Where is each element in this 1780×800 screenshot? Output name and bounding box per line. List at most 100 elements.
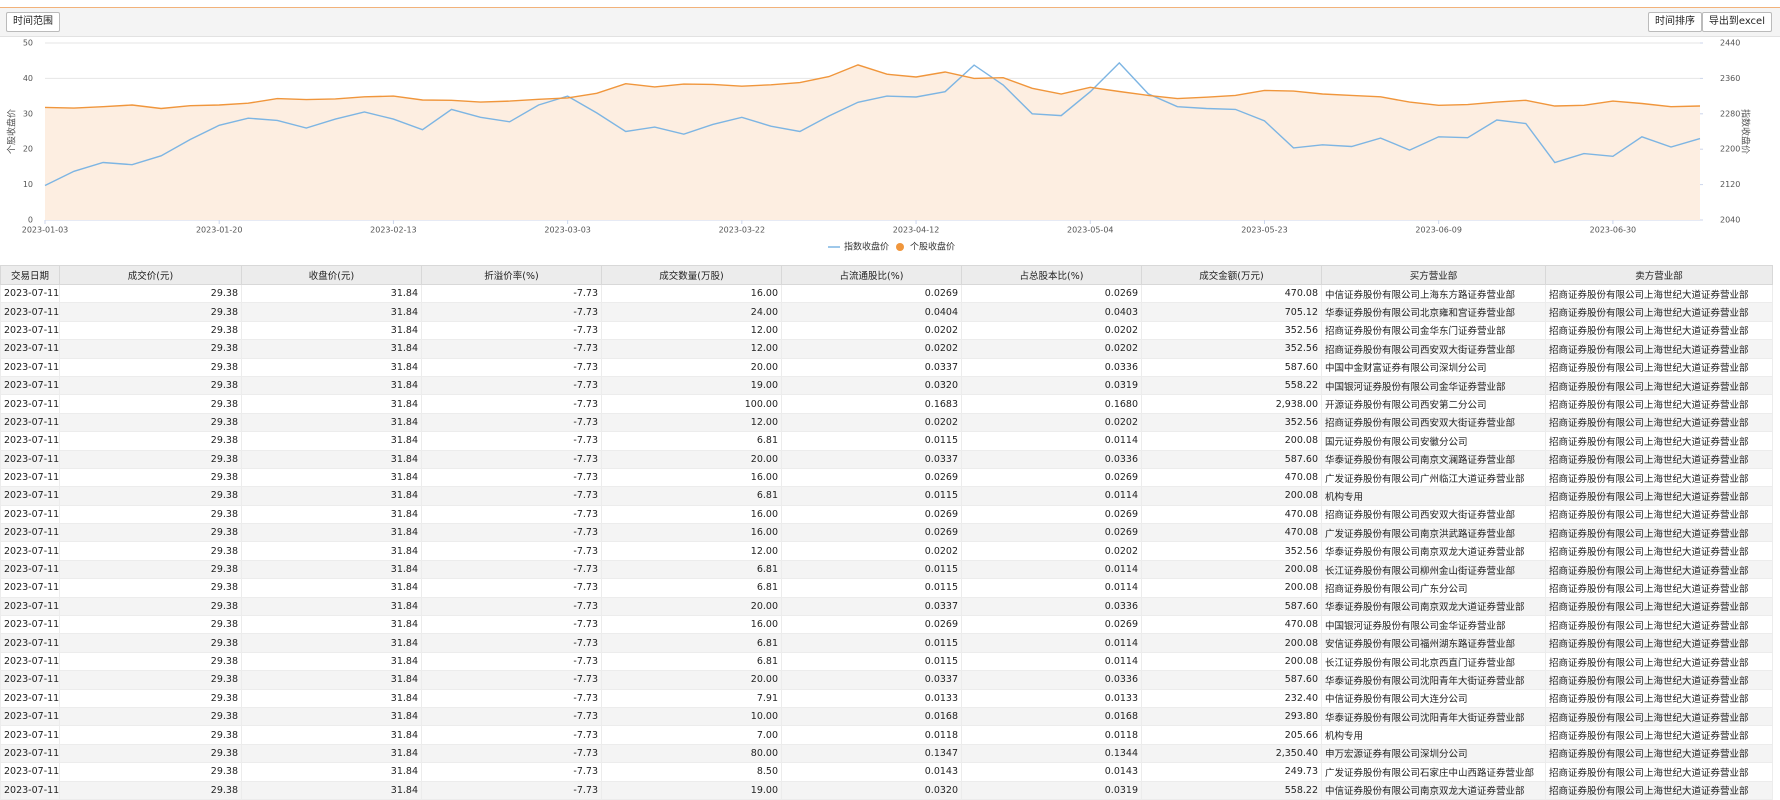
- table-row: 2023-07-11 29.38 31.84 -7.73 6.81 0.0115 0.011…: [0, 651, 1773, 672]
- column-header[interactable]: 成交数量(万股): [601, 265, 782, 285]
- table-cell: -7.73: [421, 412, 602, 433]
- table-cell: 招商证券股份有限公司西安双大街证券营业部: [1321, 339, 1546, 359]
- table-cell: 招商证券股份有限公司上海世纪大道证券营业部: [1545, 578, 1773, 598]
- table-cell: 2023-07-11: [0, 523, 60, 543]
- table-cell: 机构专用: [1321, 486, 1546, 506]
- table-cell: -7.73: [421, 467, 602, 488]
- table-cell: 0.0202: [961, 541, 1142, 561]
- table-cell: 587.60: [1141, 449, 1322, 469]
- table-cell: 招商证券股份有限公司上海世纪大道证券营业部: [1545, 467, 1773, 488]
- legend-text: 个股收盘价: [910, 241, 955, 253]
- table-cell: 20.00: [601, 596, 782, 617]
- table-cell: 0.0133: [781, 688, 962, 708]
- column-header[interactable]: 成交价(元): [59, 265, 242, 285]
- table-cell: 2023-07-11: [0, 449, 60, 469]
- column-header[interactable]: 收盘价(元): [241, 265, 422, 285]
- table-cell: 31.84: [241, 412, 422, 433]
- table-cell: 29.38: [59, 339, 242, 359]
- table-cell: 29.38: [59, 541, 242, 561]
- table-cell: 31.84: [241, 559, 422, 580]
- sort-button[interactable]: 时间排序: [1648, 12, 1702, 32]
- table-row: 2023-07-11 29.38 31.84 -7.73 6.81 0.0115 0.011…: [0, 559, 1773, 580]
- table-cell: 29.38: [59, 504, 242, 525]
- table-cell: 6.81: [601, 651, 782, 672]
- table-cell: 31.84: [241, 633, 422, 653]
- table-cell: 587.60: [1141, 670, 1322, 690]
- table-cell: 31.84: [241, 394, 422, 414]
- column-header[interactable]: 买方营业部: [1321, 265, 1546, 285]
- x-tick-label: 2023-01-03: [22, 226, 69, 235]
- table-cell: 470.08: [1141, 283, 1322, 304]
- table-cell: 2,938.00: [1141, 394, 1322, 414]
- table-cell: 2023-07-11: [0, 375, 60, 396]
- table-cell: 470.08: [1141, 615, 1322, 635]
- y2-tick-label: 2360: [1720, 74, 1740, 83]
- table-cell: 招商证券股份有限公司上海世纪大道证券营业部: [1545, 541, 1773, 561]
- table-cell: 6.81: [601, 633, 782, 653]
- table-cell: 0.1680: [961, 394, 1142, 414]
- table-row: 2023-07-11 29.38 31.84 -7.73 20.00 0.0337 0.03…: [0, 449, 1773, 469]
- table-cell: 0.0115: [781, 651, 962, 672]
- table-row: 2023-07-11 29.38 31.84 -7.73 16.00 0.0269 0.02…: [0, 615, 1773, 635]
- table-cell: 招商证券股份有限公司广东分公司: [1321, 578, 1546, 598]
- table-cell: 0.0337: [781, 670, 962, 690]
- table-cell: 31.84: [241, 431, 422, 451]
- table-cell: 招商证券股份有限公司上海世纪大道证券营业部: [1545, 523, 1773, 543]
- x-tick-label: 2023-03-22: [719, 226, 766, 235]
- table-cell: 352.56: [1141, 320, 1322, 341]
- table-cell: 2023-07-11: [0, 596, 60, 617]
- table-cell: 29.38: [59, 467, 242, 488]
- y-tick-label: 50: [23, 39, 33, 48]
- table-cell: 2023-07-11: [0, 357, 60, 377]
- table-cell: 31.84: [241, 780, 422, 800]
- table-cell: 招商证券股份有限公司上海世纪大道证券营业部: [1545, 780, 1773, 800]
- column-header[interactable]: 交易日期: [0, 265, 60, 285]
- table-cell: 广发证券股份有限公司广州临江大道证券营业部: [1321, 467, 1546, 488]
- table-cell: 招商证券股份有限公司上海世纪大道证券营业部: [1545, 357, 1773, 377]
- table-cell: 29.38: [59, 578, 242, 598]
- table-cell: 0.0143: [961, 762, 1142, 782]
- table-cell: 0.0202: [781, 339, 962, 359]
- table-cell: 31.84: [241, 670, 422, 690]
- table-cell: 招商证券股份有限公司上海世纪大道证券营业部: [1545, 743, 1773, 764]
- column-header[interactable]: 折溢价率(%): [421, 265, 602, 285]
- table-cell: 招商证券股份有限公司上海世纪大道证券营业部: [1545, 320, 1773, 341]
- table-cell: 0.0168: [781, 706, 962, 727]
- table-cell: 0.0269: [961, 504, 1142, 525]
- export-button[interactable]: 导出到excel: [1701, 12, 1772, 32]
- table-cell: 16.00: [601, 523, 782, 543]
- column-header[interactable]: 成交金额(万元): [1141, 265, 1322, 285]
- table-cell: 31.84: [241, 523, 422, 543]
- y2-tick-label: 2200: [1720, 145, 1740, 154]
- table-cell: 31.84: [241, 449, 422, 469]
- table-cell: 470.08: [1141, 504, 1322, 525]
- table-cell: 29.38: [59, 725, 242, 745]
- table-cell: 0.0337: [781, 596, 962, 617]
- table-cell: 华泰证券股份有限公司南京文澜路证券营业部: [1321, 449, 1546, 469]
- table-row: 2023-07-11 29.38 31.84 -7.73 10.00 0.0168 0.01…: [0, 706, 1773, 727]
- table-cell: 16.00: [601, 283, 782, 304]
- table-cell: 2023-07-11: [0, 541, 60, 561]
- series-area: [45, 64, 1700, 221]
- table-cell: 29.38: [59, 762, 242, 782]
- table-cell: 0.0319: [961, 780, 1142, 800]
- table-cell: 招商证券股份有限公司上海世纪大道证券营业部: [1545, 651, 1773, 672]
- table-row: 2023-07-11 29.38 31.84 -7.73 16.00 0.0269 0.02…: [0, 467, 1773, 488]
- table-cell: 29.38: [59, 357, 242, 377]
- area-layer: [45, 64, 1700, 221]
- column-header[interactable]: 占流通股比(%): [781, 265, 962, 285]
- table-cell: 2023-07-11: [0, 559, 60, 580]
- table-cell: 6.81: [601, 559, 782, 580]
- table-cell: 31.84: [241, 357, 422, 377]
- range-button[interactable]: 时间范围: [6, 12, 60, 32]
- table-cell: 招商证券股份有限公司上海世纪大道证券营业部: [1545, 633, 1773, 653]
- table-cell: 20.00: [601, 449, 782, 469]
- table-cell: 20.00: [601, 670, 782, 690]
- column-header[interactable]: 占总股本比(%): [961, 265, 1142, 285]
- table-cell: 2023-07-11: [0, 615, 60, 635]
- table-cell: 24.00: [601, 302, 782, 322]
- table-cell: 249.73: [1141, 762, 1322, 782]
- table-cell: -7.73: [421, 780, 602, 800]
- table-cell: -7.73: [421, 541, 602, 561]
- column-header[interactable]: 卖方营业部: [1545, 265, 1773, 285]
